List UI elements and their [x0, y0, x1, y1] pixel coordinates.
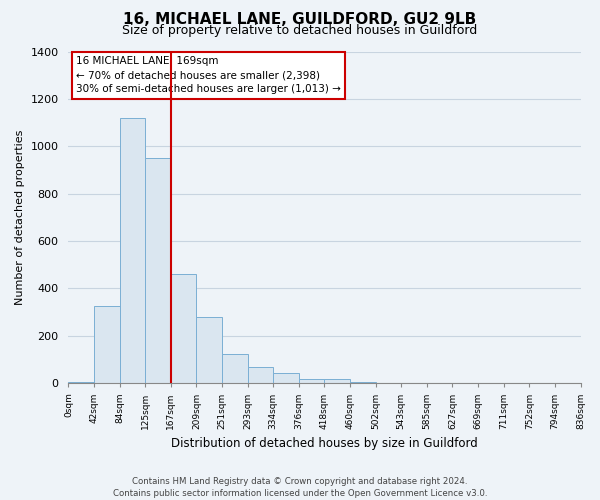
X-axis label: Distribution of detached houses by size in Guildford: Distribution of detached houses by size …: [171, 437, 478, 450]
Text: Contains HM Land Registry data © Crown copyright and database right 2024.
Contai: Contains HM Land Registry data © Crown c…: [113, 476, 487, 498]
Text: Size of property relative to detached houses in Guildford: Size of property relative to detached ho…: [122, 24, 478, 37]
Bar: [196, 317, 222, 384]
Bar: [248, 366, 273, 384]
Bar: [171, 274, 196, 384]
Bar: [222, 354, 248, 384]
Bar: [94, 306, 119, 384]
Bar: [68, 382, 94, 384]
Bar: [325, 378, 350, 384]
Bar: [119, 118, 145, 384]
Text: 16, MICHAEL LANE, GUILDFORD, GU2 9LB: 16, MICHAEL LANE, GUILDFORD, GU2 9LB: [124, 12, 476, 28]
Y-axis label: Number of detached properties: Number of detached properties: [15, 130, 25, 305]
Bar: [273, 372, 299, 384]
Bar: [299, 378, 325, 384]
Text: 16 MICHAEL LANE: 169sqm
← 70% of detached houses are smaller (2,398)
30% of semi: 16 MICHAEL LANE: 169sqm ← 70% of detache…: [76, 56, 341, 94]
Bar: [350, 382, 376, 384]
Bar: [145, 158, 171, 384]
